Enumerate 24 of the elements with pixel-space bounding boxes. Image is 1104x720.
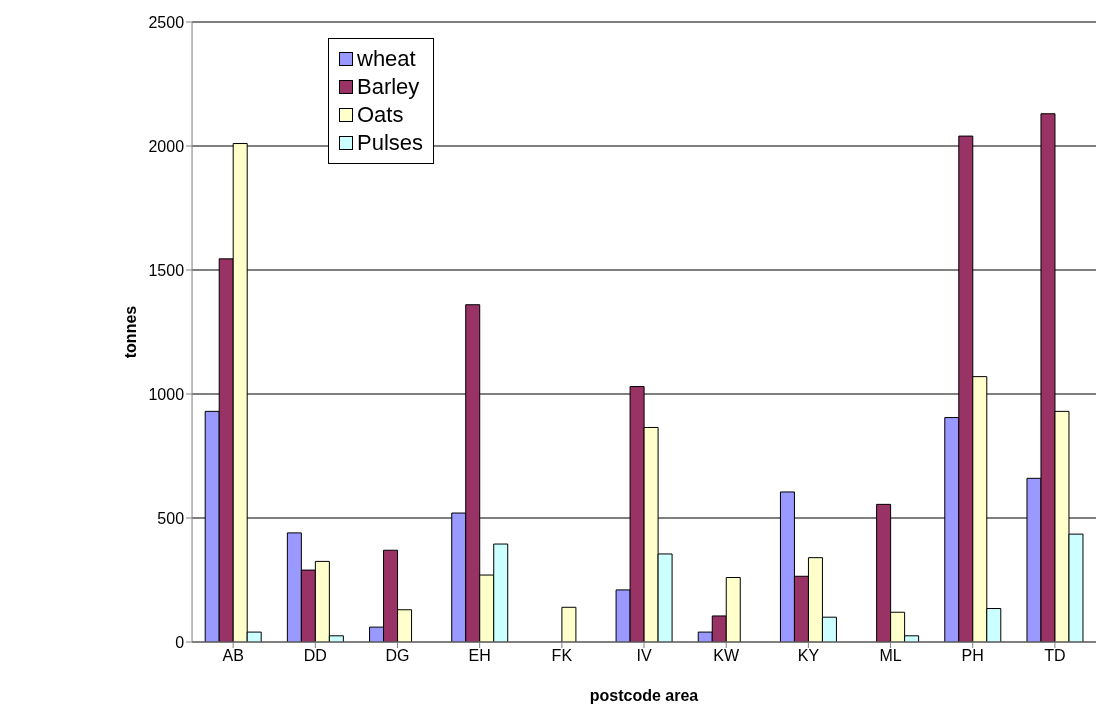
- x-tick-label: KW: [713, 647, 740, 665]
- legend-label: Pulses: [357, 129, 424, 157]
- legend-label: wheat: [357, 45, 416, 73]
- bar: [561, 606, 577, 642]
- y-tick-label: 500: [157, 509, 185, 527]
- x-tick-label: AB: [222, 647, 244, 665]
- y-tick-label: 0: [175, 633, 185, 651]
- x-tick-label: DD: [303, 647, 327, 665]
- x-tick-label: FK: [551, 647, 573, 665]
- x-tick-label: TD: [1044, 647, 1066, 665]
- x-tick-label: EH: [468, 647, 491, 665]
- x-tick-label: ML: [879, 647, 902, 665]
- x-tick-label: PH: [961, 647, 984, 665]
- y-tick-label: 2000: [148, 137, 185, 155]
- x-tick-label: DG: [385, 647, 410, 665]
- x-axis-title: postcode area: [589, 687, 699, 705]
- x-tick-label: IV: [636, 647, 652, 665]
- legend-label: Oats: [357, 101, 404, 129]
- y-tick-label: 1500: [148, 261, 185, 279]
- y-axis-title: tonnes: [121, 305, 139, 359]
- y-tick-label: 2500: [148, 13, 185, 31]
- y-tick-label: 1000: [148, 385, 185, 403]
- legend-label: Barley: [357, 73, 420, 101]
- x-tick-label: KY: [797, 647, 820, 665]
